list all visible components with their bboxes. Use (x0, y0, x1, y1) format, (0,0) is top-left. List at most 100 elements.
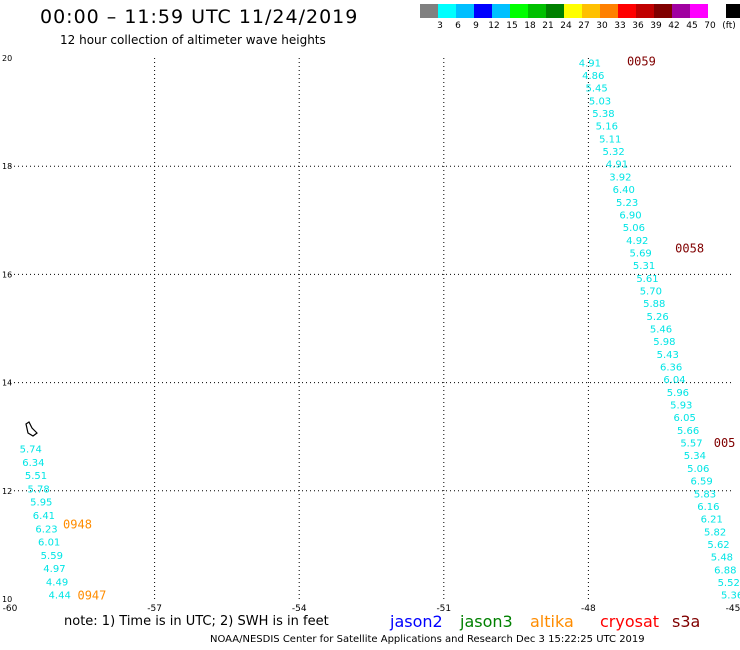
map-subtitle: 12 hour collection of altimeter wave hei… (60, 33, 326, 47)
legend-color-box (708, 4, 726, 18)
footer-credit: NOAA/NESDIS Center for Satellite Applica… (210, 634, 645, 645)
legend-color-box (672, 4, 690, 18)
swh-value-east: 5.48 (711, 553, 733, 564)
swh-value-east: 5.06 (623, 223, 645, 234)
swh-value-west: 6.01 (38, 538, 60, 549)
swh-value-west: 5.59 (41, 551, 63, 562)
swh-value-east: 4.92 (626, 236, 648, 247)
legend-label: 27 (578, 21, 590, 31)
swh-value-west: 5.95 (30, 498, 52, 509)
swh-value-east: 6.16 (697, 502, 719, 513)
swh-value-east: 5.38 (592, 109, 614, 120)
swh-value-west: 4.97 (43, 564, 65, 575)
legend-label: 45 (686, 21, 698, 31)
legend-label: 9 (473, 21, 479, 31)
legend-color-box (492, 4, 510, 18)
legend-color-box (528, 4, 546, 18)
swh-value-west: 5.74 (20, 445, 42, 456)
color-scale-labels: 3 6 9 12 15 18 21 24 27 30 33 36 39 42 45 70 (ft) (420, 21, 740, 35)
swh-value-east: 5.82 (704, 527, 726, 538)
swh-value-east: 5.11 (599, 134, 621, 145)
lat-tick-label: 18 (2, 162, 12, 171)
swh-value-west: 5.78 (28, 484, 50, 495)
legend-label: 33 (614, 21, 626, 31)
legend-color-box (510, 4, 528, 18)
satellite-jason3: jason3 (460, 612, 513, 631)
swh-value-east: 5.16 (596, 122, 618, 133)
swh-value-east: 5.34 (684, 451, 706, 462)
legend-label: 3 (437, 21, 443, 31)
swh-value-east: 5.98 (653, 337, 675, 348)
lat-tick-label: 14 (2, 379, 12, 388)
legend-color-box (690, 4, 708, 18)
swh-value-east: 4.86 (582, 71, 604, 82)
swh-value-east: 6.04 (663, 375, 685, 386)
swh-value-east: 5.06 (687, 464, 709, 475)
swh-value-east: 6.59 (690, 477, 712, 488)
swh-value-east: 5.26 (646, 312, 668, 323)
swh-value-east: 5.43 (657, 350, 679, 361)
swh-value-east: 5.62 (707, 540, 729, 551)
legend-color-box (420, 4, 438, 18)
legend-color-box (456, 4, 474, 18)
lat-tick-label: 16 (2, 270, 12, 279)
swh-value-west: 6.41 (33, 511, 55, 522)
lon-tick-label: -48 (581, 604, 596, 614)
lon-tick-label: -57 (147, 604, 162, 614)
legend-label: 30 (596, 21, 608, 31)
legend-color-box (636, 4, 654, 18)
lon-tick-label: -60 (3, 604, 18, 614)
legend-label: 12 (488, 21, 500, 31)
swh-value-west: 5.51 (25, 471, 47, 482)
legend-color-box (546, 4, 564, 18)
satellite-jason2: jason2 (390, 612, 443, 631)
swh-value-west: 4.44 (49, 591, 71, 602)
time-label: 0059 (627, 55, 656, 69)
swh-value-east: 5.83 (694, 489, 716, 500)
swh-value-east: 4.91 (606, 160, 628, 171)
swh-value-east: 5.23 (616, 198, 638, 209)
swh-value-east: 5.46 (650, 325, 672, 336)
swh-value-east: 6.21 (701, 515, 723, 526)
time-label: 005 (714, 436, 736, 450)
swh-value-east: 5.96 (667, 388, 689, 399)
swh-value-east: 6.05 (674, 413, 696, 424)
swh-value-east: 5.66 (677, 426, 699, 437)
legend-color-box (438, 4, 456, 18)
legend-color-box (654, 4, 672, 18)
legend-label: 6 (455, 21, 461, 31)
legend-label: 24 (560, 21, 572, 31)
legend-label: 18 (524, 21, 536, 31)
lat-tick-label: 20 (2, 54, 12, 63)
swh-value-east: 6.36 (660, 363, 682, 374)
swh-value-east: 3.92 (609, 172, 631, 183)
swh-value-east: 5.31 (633, 261, 655, 272)
swh-value-west: 6.34 (22, 458, 44, 469)
lon-tick-label: -54 (292, 604, 307, 614)
swh-value-east: 5.36 (721, 591, 740, 602)
legend-label: 36 (632, 21, 644, 31)
swh-value-east: 5.70 (640, 286, 662, 297)
legend-color-box (564, 4, 582, 18)
color-scale-legend (420, 4, 740, 18)
legend-units: (ft) (722, 21, 736, 31)
swh-value-east: 5.32 (602, 147, 624, 158)
time-label: 0948 (63, 517, 92, 531)
legend-label: 42 (668, 21, 680, 31)
satellite-s3a: s3a (672, 612, 701, 631)
legend-color-box (600, 4, 618, 18)
lat-tick-label: 12 (2, 487, 12, 496)
island-outline (25, 421, 38, 437)
map-title: 00:00 – 11:59 UTC 11/24/2019 (40, 6, 359, 28)
legend-label: 70 (704, 21, 716, 31)
swh-value-east: 5.61 (636, 274, 658, 285)
time-label: 0058 (675, 241, 704, 255)
swh-value-east: 5.69 (630, 248, 652, 259)
legend-color-box (474, 4, 492, 18)
lat-tick-label: 10 (2, 595, 12, 604)
satellite-altika: altika (530, 612, 574, 631)
time-label: 0947 (77, 589, 106, 603)
legend-label: 15 (506, 21, 518, 31)
legend-label: 21 (542, 21, 554, 31)
